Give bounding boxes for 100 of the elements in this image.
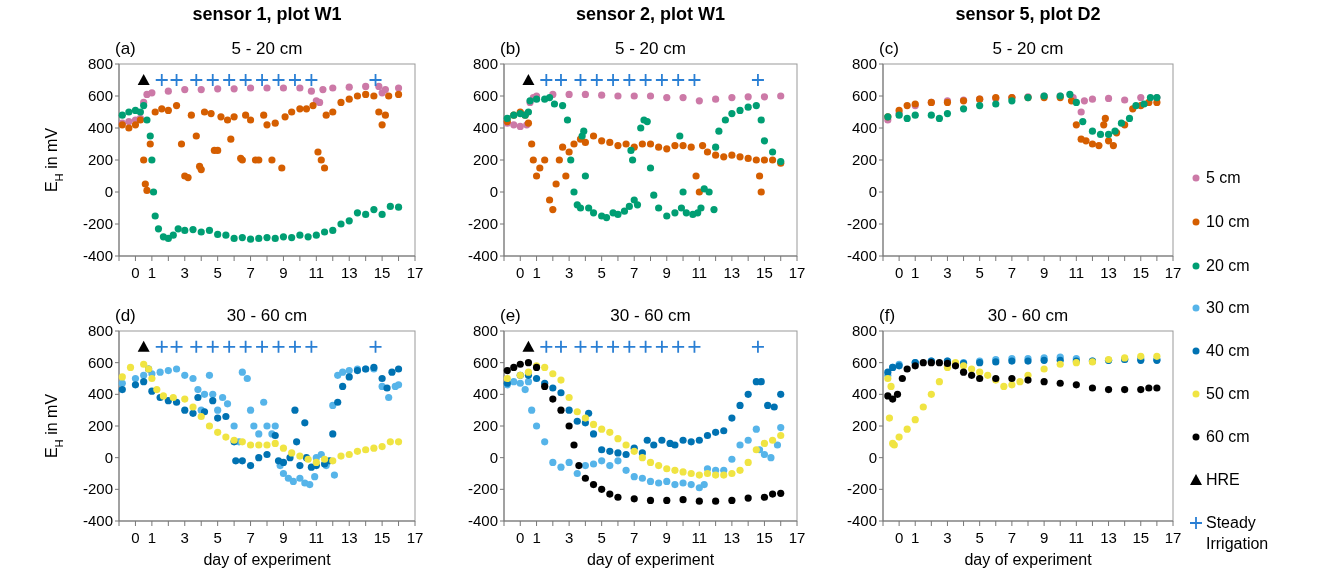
x-tick-label: 3	[180, 529, 189, 546]
y-tick-label: 0	[489, 448, 498, 466]
x-tick-label: 3	[564, 264, 574, 281]
legend-label: HRE	[1206, 471, 1240, 488]
x-tick-label: 9	[279, 529, 288, 546]
y-tick-label: 400	[851, 119, 877, 136]
x-tick-label: 9	[662, 529, 671, 546]
x-tick-label: 7	[630, 264, 639, 281]
x-tick-label: 0	[131, 529, 140, 546]
x-tick-label: 0	[894, 529, 904, 546]
text: (a)	[115, 39, 136, 58]
chart-subtitle: 30 - 60 cm	[226, 306, 308, 325]
y-tick-label: 800	[87, 55, 113, 72]
x-tick-label: 5	[213, 529, 222, 546]
x-tick-label: 17	[1164, 264, 1182, 281]
legend-label: 50 cm	[1206, 385, 1250, 402]
text: (c)	[879, 39, 899, 58]
chart-title: sensor 5, plot D2	[955, 4, 1101, 24]
y-tick-label: 600	[851, 353, 877, 371]
x-tick-label: 13	[723, 264, 741, 281]
legend-label: 60 cm	[1206, 428, 1250, 445]
chart-title: sensor 1, plot W1	[192, 4, 342, 24]
legend-label: 40 cm	[1206, 342, 1250, 359]
chart-subtitle: 30 - 60 cm	[610, 306, 691, 325]
chart-subtitle: 5 - 20 cm	[231, 39, 303, 58]
y-tick-label: 0	[868, 448, 877, 466]
x-tick-label: 7	[630, 529, 639, 546]
x-tick-label: 7	[1007, 529, 1017, 546]
y-tick-label: 800	[472, 322, 498, 339]
x-tick-label: 11	[308, 264, 325, 281]
chart-title: sensor 2, plot W1	[575, 4, 726, 24]
x-tick-label: 15	[1132, 264, 1150, 281]
x-tick-label: 11	[308, 529, 325, 546]
x-tick-label: 3	[943, 529, 952, 546]
x-tick-label: 1	[532, 529, 541, 546]
x-tick-label: 1	[147, 529, 157, 546]
x-tick-label: 13	[1100, 529, 1117, 546]
legend-label: 20 cm	[1206, 257, 1250, 274]
x-tick-label: 17	[788, 529, 806, 546]
y-tick-label: 800	[851, 322, 877, 339]
x-tick-label: 0	[516, 529, 525, 546]
text: (d)	[115, 306, 136, 325]
x-tick-label: 5	[597, 529, 606, 546]
x-tick-label: 0	[131, 264, 140, 281]
y-tick-label: 200	[851, 151, 877, 168]
x-tick-label: 0	[516, 264, 525, 281]
x-tick-label: 11	[691, 529, 708, 546]
chart-subtitle: 5 - 20 cm	[615, 39, 686, 58]
y-tick-label: 0	[868, 183, 877, 200]
y-tick-label: 200	[472, 151, 498, 168]
x-tick-label: 13	[340, 264, 358, 281]
y-tick-label: -400	[82, 247, 113, 264]
x-tick-label: 3	[564, 529, 574, 546]
x-tick-label: 17	[1164, 529, 1182, 546]
x-tick-label: 5	[213, 264, 222, 281]
x-tick-label: 3	[943, 264, 952, 281]
x-tick-label: 17	[788, 264, 806, 281]
y-tick-label: 0	[104, 448, 113, 466]
x-tick-label: 13	[340, 529, 358, 546]
y-tick-label: 0	[489, 183, 498, 200]
y-tick-label: 800	[472, 55, 498, 72]
x-tick-label: 11	[691, 264, 708, 281]
x-tick-label: 11	[1068, 529, 1085, 546]
x-axis-title: day of experiment	[586, 551, 715, 568]
y-tick-label: 600	[472, 87, 498, 104]
text: (b)	[500, 39, 521, 58]
y-tick-label: 200	[87, 417, 113, 434]
x-tick-label: 15	[373, 529, 391, 546]
x-tick-label: 1	[911, 264, 920, 281]
x-tick-label: 7	[1007, 264, 1017, 281]
x-tick-label: 15	[1132, 529, 1150, 546]
text: (e)	[500, 306, 521, 325]
x-tick-label: 15	[373, 264, 391, 281]
legend-label: 30 cm	[1206, 299, 1250, 316]
y-tick-label: -400	[467, 512, 498, 529]
y-tick-label: 600	[851, 87, 877, 104]
x-axis-title: day of experiment	[203, 551, 332, 568]
y-tick-label: 200	[851, 417, 877, 434]
x-tick-label: 17	[406, 529, 424, 546]
y-tick-label: 200	[87, 151, 113, 168]
y-tick-label: 200	[472, 417, 498, 434]
x-axis-title: day of experiment	[964, 551, 1093, 568]
x-tick-label: 9	[662, 264, 671, 281]
y-tick-label: 400	[472, 385, 498, 403]
x-tick-label: 13	[1100, 264, 1117, 281]
y-tick-label: 0	[104, 183, 113, 200]
x-tick-label: 9	[1039, 264, 1049, 281]
y-tick-label: 400	[851, 385, 877, 403]
x-tick-label: 17	[406, 264, 424, 281]
chart-subtitle: 5 - 20 cm	[992, 39, 1064, 58]
x-tick-label: 1	[147, 264, 157, 281]
y-tick-label: -200	[82, 215, 113, 232]
x-tick-label: 9	[279, 264, 288, 281]
y-tick-label: 400	[87, 119, 113, 136]
x-tick-label: 11	[1068, 264, 1085, 281]
y-tick-label: 400	[87, 385, 113, 403]
y-tick-label: -400	[846, 247, 877, 264]
x-tick-label: 13	[723, 529, 741, 546]
x-tick-label: 1	[532, 264, 541, 281]
y-tick-label: 400	[472, 119, 498, 136]
